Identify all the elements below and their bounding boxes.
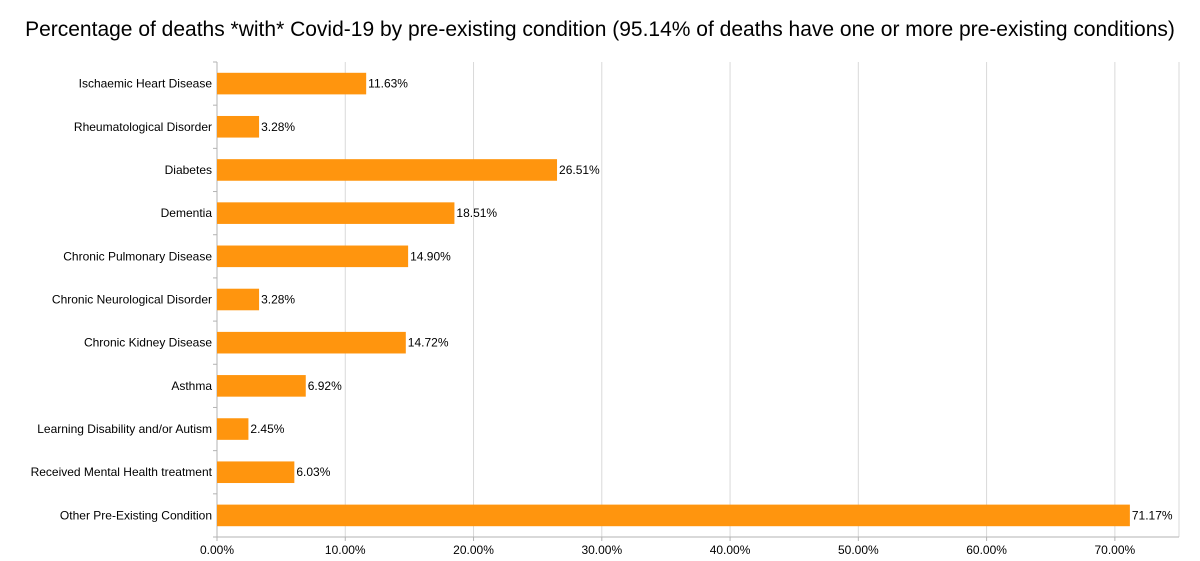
bar — [217, 159, 558, 181]
category-label: Chronic Pulmonary Disease — [63, 249, 212, 263]
x-tick-label: 0.00% — [200, 543, 234, 557]
x-tick-label: 40.00% — [710, 543, 751, 557]
x-tick-label: 70.00% — [1095, 543, 1136, 557]
labels: 0.00% 10.00% 20.00% 30.00% 40.00% 50.00% 60.00… — [31, 77, 1173, 557]
data-label: 6.03% — [296, 465, 330, 479]
bar — [217, 288, 260, 311]
data-label: 3.28% — [261, 120, 295, 134]
chart-title: Percentage of deaths *with* Covid-19 by … — [25, 18, 1175, 41]
bar — [217, 245, 409, 268]
x-tick-label: 30.00% — [581, 543, 622, 557]
x-tick-label: 10.00% — [325, 543, 366, 557]
category-label: Received Mental Health treatment — [31, 465, 213, 479]
data-label: 26.51% — [559, 163, 600, 177]
bar — [217, 202, 455, 224]
x-tick-label: 50.00% — [838, 543, 879, 557]
bar — [217, 72, 367, 95]
data-label: 14.72% — [408, 336, 449, 350]
category-label: Dementia — [161, 206, 213, 220]
bar — [217, 418, 249, 440]
data-label: 18.51% — [456, 206, 497, 220]
data-label: 14.90% — [410, 249, 451, 263]
data-label: 71.17% — [1132, 508, 1173, 522]
x-tick-label: 20.00% — [453, 543, 494, 557]
data-label: 3.28% — [261, 293, 295, 307]
category-label: Diabetes — [165, 163, 212, 177]
bar — [217, 115, 260, 138]
category-label: Chronic Kidney Disease — [84, 336, 212, 350]
data-label: 2.45% — [250, 422, 284, 436]
category-label: Chronic Neurological Disorder — [52, 293, 212, 307]
bar — [217, 331, 406, 354]
category-label: Ischaemic Heart Disease — [79, 77, 213, 91]
grid-lines — [216, 62, 1180, 537]
bar — [217, 504, 1130, 527]
bar — [217, 461, 295, 484]
category-label: Other Pre-Existing Condition — [60, 508, 212, 522]
category-label: Rheumatological Disorder — [74, 120, 212, 134]
axes — [213, 61, 1179, 541]
category-label: Asthma — [171, 379, 212, 393]
category-label: Learning Disability and/or Autism — [37, 422, 212, 436]
data-label: 6.92% — [308, 379, 342, 393]
bars — [217, 72, 1130, 527]
bar — [217, 375, 306, 397]
data-label: 11.63% — [368, 77, 408, 91]
x-tick-label: 60.00% — [966, 543, 1007, 557]
